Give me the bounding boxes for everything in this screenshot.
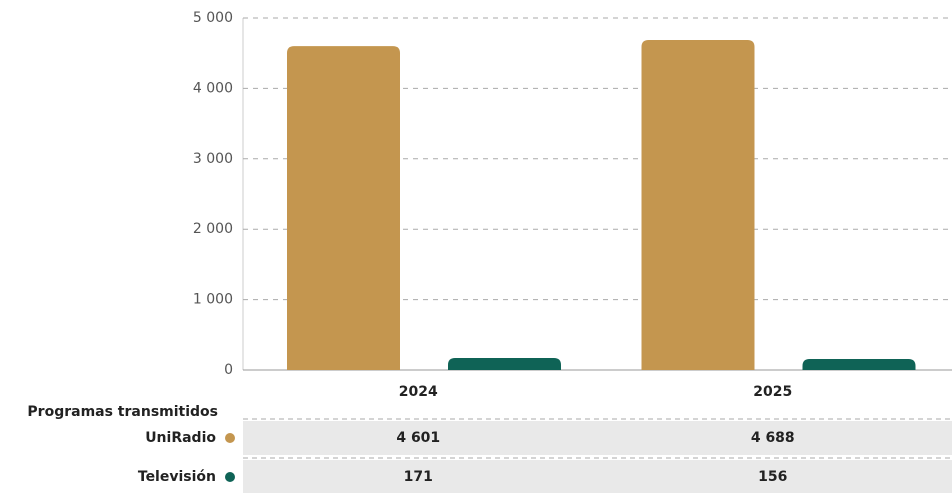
table-cell: 171 bbox=[404, 469, 433, 485]
bar bbox=[802, 359, 916, 370]
bar bbox=[287, 46, 400, 370]
legend-label: UniRadio bbox=[145, 430, 216, 446]
table-row-bg bbox=[243, 460, 952, 493]
legend-swatch bbox=[225, 472, 235, 482]
x-tick-label: 2025 bbox=[753, 384, 792, 400]
legend-label: Televisión bbox=[138, 469, 216, 485]
y-tick-label: 2 000 bbox=[193, 221, 233, 237]
table-cell: 4 688 bbox=[751, 430, 795, 446]
y-tick-label: 3 000 bbox=[193, 151, 233, 167]
table-cell: 4 601 bbox=[396, 430, 440, 446]
table-title: Programas transmitidos bbox=[27, 404, 218, 420]
table-row-bg bbox=[243, 421, 952, 455]
table-cell: 156 bbox=[758, 469, 787, 485]
bar bbox=[448, 357, 561, 370]
x-tick-label: 2024 bbox=[399, 384, 438, 400]
y-tick-label: 4 000 bbox=[193, 80, 233, 96]
y-tick-label: 5 000 bbox=[193, 10, 233, 26]
bar bbox=[641, 39, 755, 370]
y-tick-label: 1 000 bbox=[193, 292, 233, 308]
legend-swatch bbox=[225, 433, 235, 443]
y-tick-label: 0 bbox=[224, 362, 233, 378]
